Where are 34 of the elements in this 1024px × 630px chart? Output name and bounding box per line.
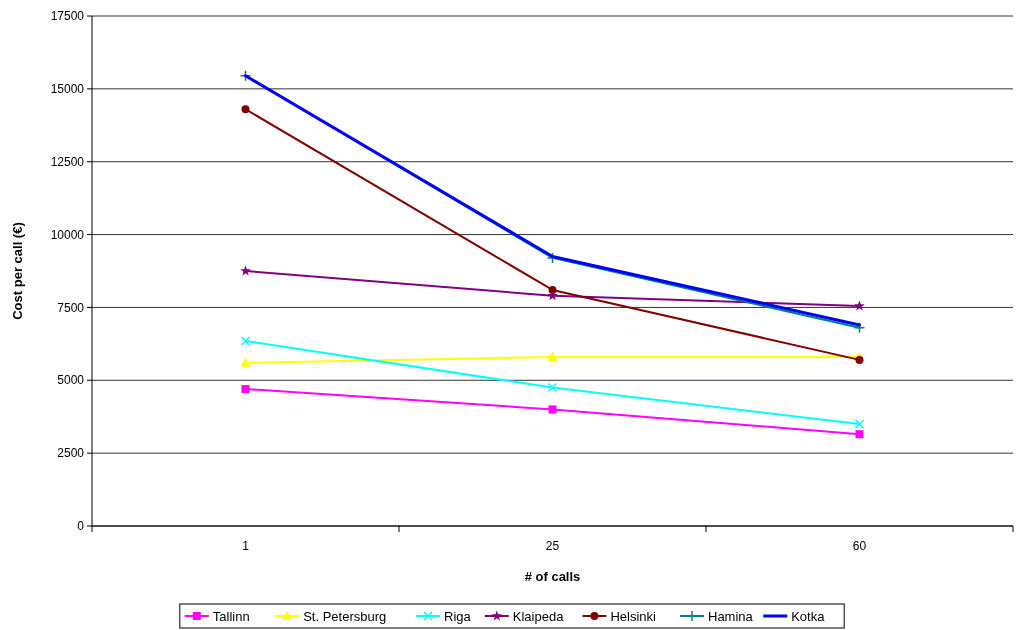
point [854, 419, 865, 429]
y-tick-label: 2500 [57, 446, 85, 461]
x-tick-label: 25 [545, 539, 560, 553]
legend-label: Helsinki [610, 608, 657, 624]
legend-label: Kotka [791, 608, 826, 624]
x-axis-title: # of calls [524, 569, 581, 584]
legend-label: Klaipeda [512, 608, 565, 624]
point [240, 336, 251, 346]
y-tick-label: 10000 [50, 227, 85, 242]
point [854, 300, 865, 311]
point [241, 385, 250, 394]
legend-label: Riga [444, 608, 472, 624]
point [855, 355, 864, 364]
y-tick-label: 5000 [57, 373, 85, 388]
point [240, 357, 251, 367]
point [547, 351, 558, 361]
point [239, 69, 252, 82]
y-tick-label: 15000 [50, 82, 85, 97]
point [240, 265, 251, 276]
legend-label: Hamina [708, 608, 754, 624]
y-tick-label: 0 [77, 519, 85, 534]
legend-label: Tallinn [212, 608, 250, 624]
y-tick-label: 17500 [50, 9, 85, 24]
point [548, 285, 557, 294]
point [548, 405, 557, 414]
legend-label: St. Petersburg [303, 608, 387, 624]
point [547, 382, 558, 393]
x-tick-label: 60 [852, 539, 867, 553]
point [241, 105, 250, 114]
y-tick-label: 12500 [50, 154, 85, 169]
point [855, 430, 864, 439]
y-tick-label: 7500 [57, 300, 85, 315]
y-axis-title: Cost per call (€) [10, 222, 25, 320]
x-tick-label: 1 [242, 539, 250, 553]
